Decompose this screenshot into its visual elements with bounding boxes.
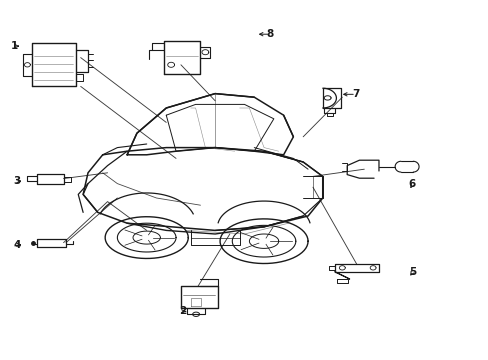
Text: 4: 4 — [13, 240, 20, 250]
Text: 5: 5 — [408, 267, 415, 277]
Text: 2: 2 — [179, 306, 186, 316]
Text: 6: 6 — [408, 179, 415, 189]
Text: 7: 7 — [351, 89, 359, 99]
Text: 1: 1 — [11, 41, 19, 51]
Text: 8: 8 — [266, 29, 273, 39]
Text: 3: 3 — [13, 176, 20, 186]
